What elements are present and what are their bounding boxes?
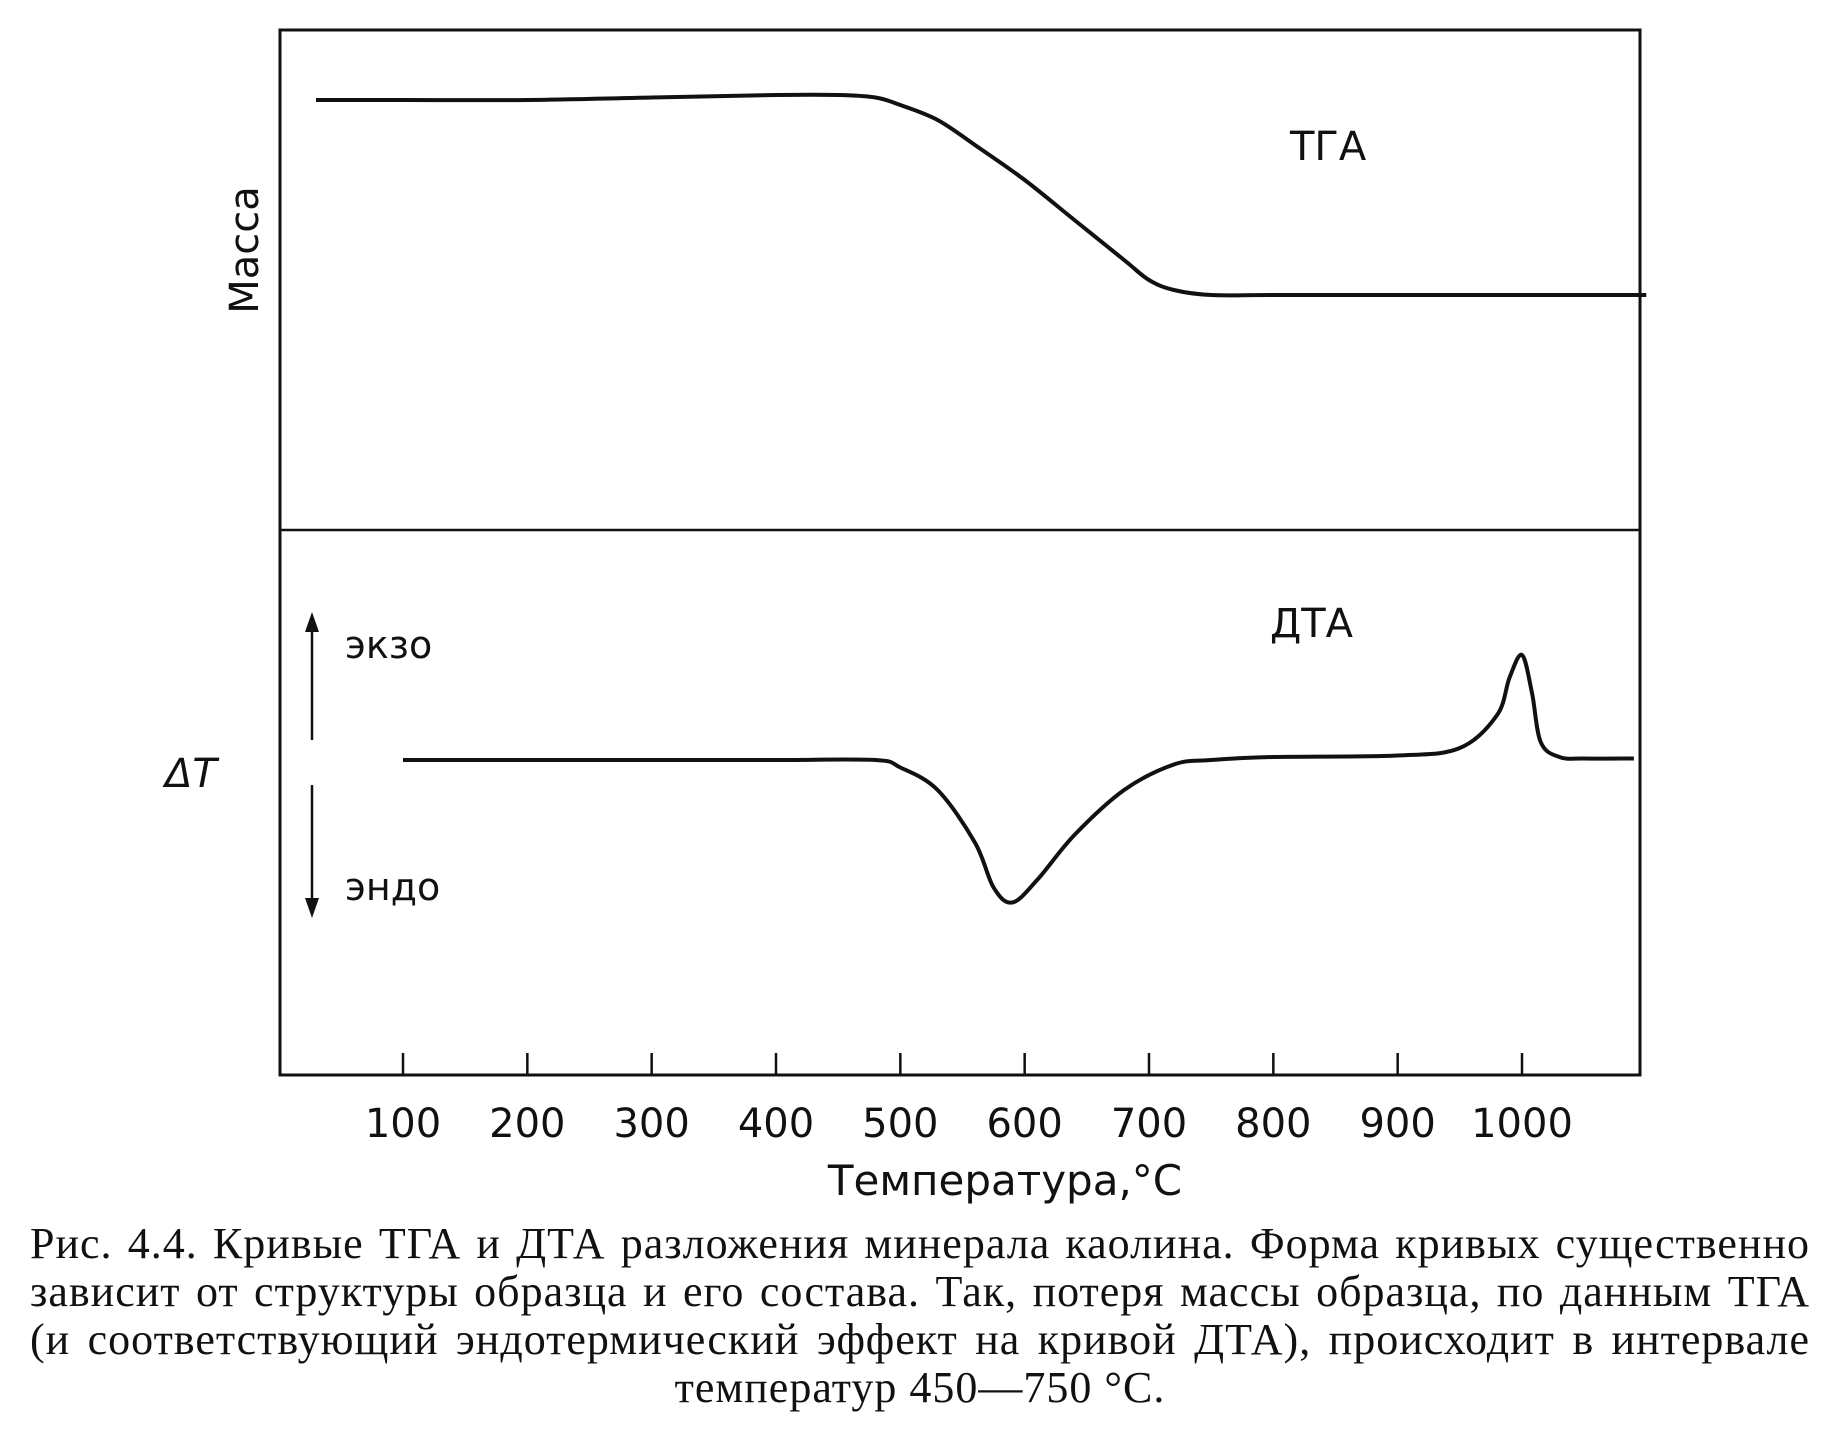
dta-label: ДТА — [1270, 601, 1354, 647]
exo-label: экзо — [345, 623, 432, 667]
x-tick-label-900: 900 — [1359, 1101, 1435, 1147]
endo-arrow-head — [305, 898, 319, 918]
x-tick-label-400: 400 — [738, 1101, 814, 1147]
x-tick-label-1000: 1000 — [1471, 1101, 1573, 1147]
delta-t-label: ΔT — [162, 751, 220, 797]
exo-arrow-head — [305, 612, 319, 632]
figure-caption: Рис. 4.4. Кривые ТГА и ДТА разложения ми… — [30, 1220, 1810, 1412]
tga-dta-chart: Масса ТГА ДТА ΔT экзо эндо 100 200 300 400 5… — [162, 28, 1647, 1205]
x-tick-label-700: 700 — [1111, 1101, 1187, 1147]
caption-text: Кривые ТГА и ДТА разложения минерала као… — [30, 1219, 1810, 1412]
x-tick-label-500: 500 — [862, 1101, 938, 1147]
mass-axis-label: Масса — [222, 186, 268, 314]
x-tick-label-200: 200 — [489, 1101, 565, 1147]
tga-curve — [316, 92, 1647, 298]
x-tick-label-300: 300 — [613, 1101, 689, 1147]
x-tick-label-800: 800 — [1235, 1101, 1311, 1147]
endo-label: эндо — [345, 865, 440, 909]
x-axis-title: Температура,°С — [827, 1156, 1182, 1205]
x-tick-label-100: 100 — [365, 1101, 441, 1147]
tga-label: ТГА — [1289, 124, 1367, 170]
figure-number: Рис. 4.4. — [30, 1219, 198, 1268]
dta-curve — [402, 652, 1634, 905]
plot-frame — [278, 28, 1642, 1077]
x-tick-label-600: 600 — [986, 1101, 1062, 1147]
x-axis-ticks: 100 200 300 400 500 600 700 800 900 1000 — [365, 1053, 1573, 1147]
